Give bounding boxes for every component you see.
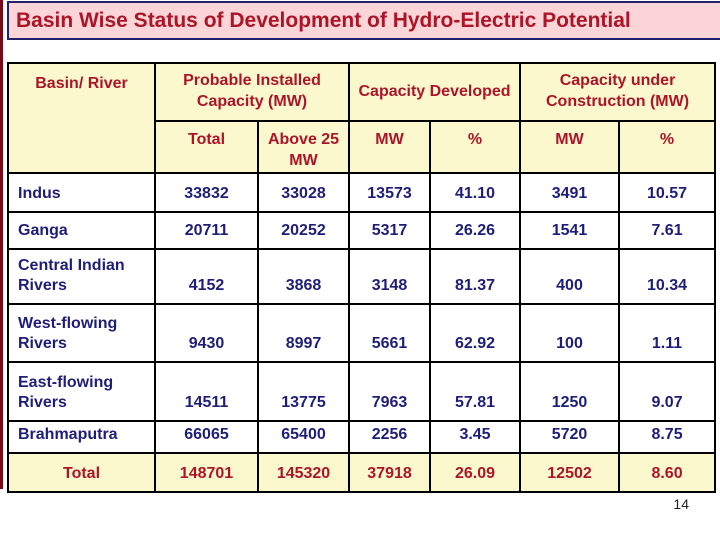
total-value-cell: 8.60 xyxy=(618,451,717,493)
hydro-potential-table: Basin/ River Probable Installed Capacity… xyxy=(7,62,717,493)
total-row: Total 148701 145320 37918 26.09 12502 8.60 xyxy=(7,451,717,493)
slide-edge-stripe xyxy=(0,0,3,489)
value-cell: 4152 xyxy=(154,247,259,305)
value-cell: 9.07 xyxy=(618,360,717,422)
header-capacity-developed: Capacity Developed xyxy=(348,62,522,122)
value-cell: 10.34 xyxy=(618,247,717,305)
table-row: Brahmaputra 66065 65400 2256 3.45 5720 8.75 xyxy=(7,419,717,454)
table-row: Indus 33832 33028 13573 41.10 3491 10.57 xyxy=(7,171,717,213)
header-construction-mw: MW xyxy=(519,120,621,174)
value-cell: 33028 xyxy=(256,171,351,213)
basin-cell: West-flowing Rivers xyxy=(7,302,156,363)
value-cell: 5661 xyxy=(348,302,432,363)
header-developed-mw: MW xyxy=(348,120,432,174)
value-cell: 3491 xyxy=(519,171,621,213)
value-cell: 5720 xyxy=(519,419,621,454)
table-row: West-flowing Rivers 9430 8997 5661 62.92 100 1… xyxy=(7,302,717,363)
value-cell: 66065 xyxy=(154,419,259,454)
table-row: Ganga 20711 20252 5317 26.26 1541 7.61 xyxy=(7,210,717,250)
value-cell: 3.45 xyxy=(429,419,522,454)
value-cell: 10.57 xyxy=(618,171,717,213)
title-bar: Basin Wise Status of Development of Hydr… xyxy=(7,1,720,40)
value-cell: 41.10 xyxy=(429,171,522,213)
value-cell: 100 xyxy=(519,302,621,363)
basin-cell: Brahmaputra xyxy=(7,419,156,454)
total-value-cell: 148701 xyxy=(154,451,259,493)
total-value-cell: 12502 xyxy=(519,451,621,493)
table-header: Basin/ River Probable Installed Capacity… xyxy=(7,62,717,174)
total-value-cell: 37918 xyxy=(348,451,432,493)
basin-cell: East-flowing Rivers xyxy=(7,360,156,422)
page-number: 14 xyxy=(673,496,689,512)
header-total: Total xyxy=(154,120,259,174)
value-cell: 13775 xyxy=(256,360,351,422)
table-body: Indus 33832 33028 13573 41.10 3491 10.57 Ganga 2… xyxy=(7,171,717,493)
basin-cell: Indus xyxy=(7,171,156,213)
value-cell: 1250 xyxy=(519,360,621,422)
header-capacity-construction: Capacity under Construction (MW) xyxy=(519,62,717,122)
header-developed-pct: % xyxy=(429,120,522,174)
header-above-25mw: Above 25 MW xyxy=(256,120,351,174)
table-row: East-flowing Rivers 14511 13775 7963 57.81 12… xyxy=(7,360,717,422)
value-cell: 400 xyxy=(519,247,621,305)
value-cell: 20252 xyxy=(256,210,351,250)
value-cell: 33832 xyxy=(154,171,259,213)
header-probable-capacity: Probable Installed Capacity (MW) xyxy=(153,62,351,122)
value-cell: 8997 xyxy=(256,302,351,363)
value-cell: 26.26 xyxy=(429,210,522,250)
header-construction-pct: % xyxy=(618,120,717,174)
value-cell: 9430 xyxy=(154,302,259,363)
basin-cell: Ganga xyxy=(7,210,156,250)
value-cell: 1541 xyxy=(519,210,621,250)
basin-cell: Central Indian Rivers xyxy=(7,247,156,305)
table-row: Central Indian Rivers 4152 3868 3148 81.37 40… xyxy=(7,247,717,305)
header-basin-river: Basin/ River xyxy=(7,62,156,174)
header-group-row: Basin/ River Probable Installed Capacity… xyxy=(7,62,717,174)
value-cell: 3868 xyxy=(256,247,351,305)
total-value-cell: 145320 xyxy=(256,451,351,493)
total-label-cell: Total xyxy=(7,451,156,493)
value-cell: 14511 xyxy=(154,360,259,422)
page-title: Basin Wise Status of Development of Hydr… xyxy=(16,8,631,32)
value-cell: 57.81 xyxy=(429,360,522,422)
value-cell: 81.37 xyxy=(429,247,522,305)
value-cell: 7963 xyxy=(348,360,432,422)
value-cell: 62.92 xyxy=(429,302,522,363)
total-value-cell: 26.09 xyxy=(429,451,522,493)
value-cell: 3148 xyxy=(348,247,432,305)
value-cell: 13573 xyxy=(348,171,432,213)
header-sub-row: Total Above 25 MW MW % MW % xyxy=(8,120,717,174)
value-cell: 65400 xyxy=(256,419,351,454)
value-cell: 7.61 xyxy=(618,210,717,250)
value-cell: 20711 xyxy=(154,210,259,250)
value-cell: 8.75 xyxy=(618,419,717,454)
value-cell: 5317 xyxy=(348,210,432,250)
value-cell: 2256 xyxy=(348,419,432,454)
value-cell: 1.11 xyxy=(618,302,717,363)
